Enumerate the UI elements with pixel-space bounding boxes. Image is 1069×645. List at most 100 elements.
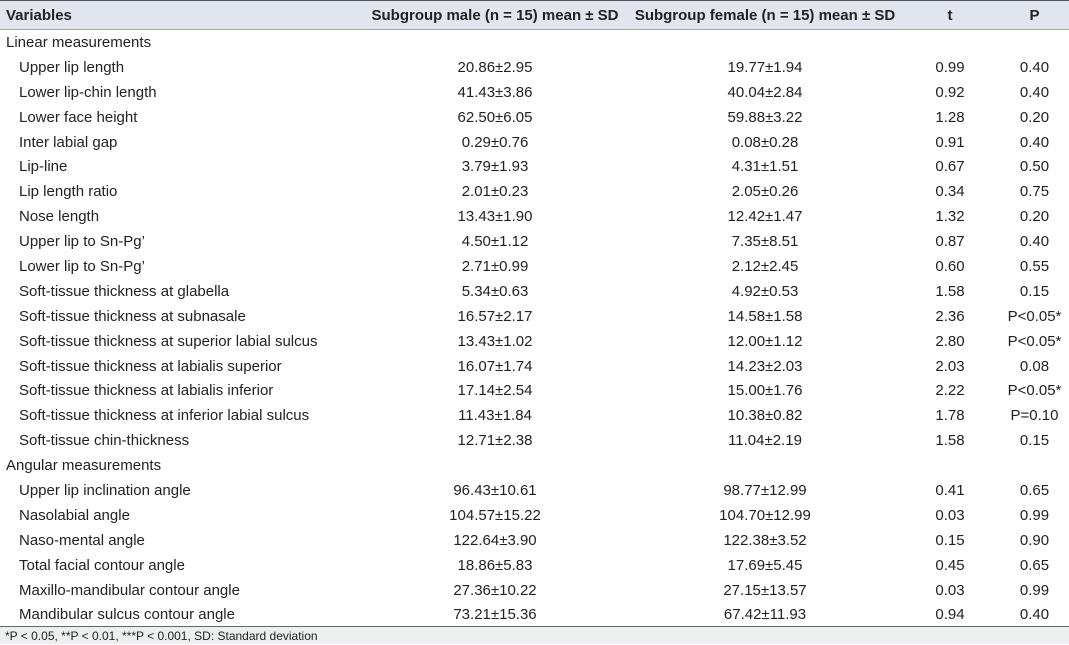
value-cell: 4.92±0.53 [731,282,799,300]
value-cell: 5.34±0.63 [461,282,529,300]
value-cell: 0.65 [1019,556,1050,574]
value-cell: 0.67 [935,158,965,176]
data-row: Lip length ratio 2.01±0.23 2.05±0.26 0.34 0.… [0,179,1069,204]
value-cell: 0.40 [1019,83,1050,101]
value-cell: 20.86±2.95 [457,58,533,76]
value-cell: 12.00±1.12 [727,332,803,350]
value-cell: 12.71±2.38 [457,432,533,450]
value-cell: 0.65 [1019,481,1050,499]
value-cell: 0.60 [935,257,965,275]
value-cell: 0.75 [1019,183,1050,201]
data-row: Naso-mental angle 122.64±3.90 122.38±3.52 0… [0,528,1069,553]
data-row: Nose length 13.43±1.90 12.42±1.47 1.32 0.20 [0,204,1069,229]
data-row: Lower lip to Sn-Pg’ 2.71±0.99 2.12±2.45 0.6… [0,254,1069,279]
value-cell: 122.38±3.52 [723,531,807,549]
value-cell: 0.87 [935,233,965,251]
variable-cell: Nasolabial angle [19,506,130,524]
value-cell: 0.40 [1019,233,1050,251]
value-cell: 14.23±2.03 [727,357,803,375]
value-cell: 0.99 [935,58,965,76]
header-cell: Variables [0,0,360,30]
header-row: Variables Subgroup male (n = 15) mean ± S… [0,0,1069,30]
value-cell: 27.15±13.57 [723,581,807,599]
value-cell: 2.03 [935,357,965,375]
data-row: Upper lip inclination angle 96.43±10.61 98… [0,478,1069,503]
data-row: Soft-tissue chin-thickness 12.71±2.38 11.0… [0,428,1069,453]
value-cell: 0.40 [1019,58,1050,76]
variable-cell: Soft-tissue thickness at inferior labial… [19,407,310,425]
value-cell: P<0.05* [1007,382,1062,400]
data-row: Soft-tissue thickness at labialis superi… [0,354,1069,379]
value-cell: 12.42±1.47 [727,208,803,226]
value-cell: P<0.05* [1007,307,1062,325]
value-cell: 96.43±10.61 [453,481,537,499]
variable-cell: Lower face height [19,108,138,126]
data-row: Nasolabial angle 104.57±15.22 104.70±12.99… [0,503,1069,528]
value-cell: 2.22 [935,382,965,400]
value-cell: 2.71±0.99 [461,257,529,275]
value-cell: 11.04±2.19 [728,432,802,450]
value-cell: 0.45 [935,556,965,574]
value-cell: 0.20 [1019,108,1050,126]
variable-cell: Nose length [19,208,100,226]
data-row: Upper lip to Sn-Pg’ 4.50±1.12 7.35±8.51 0.8… [0,229,1069,254]
value-cell: 122.64±3.90 [453,531,537,549]
value-cell: 17.69±5.45 [727,556,803,574]
value-cell: 0.08 [1019,357,1050,375]
variable-cell: Lip-line [19,158,68,176]
data-row: Soft-tissue thickness at labialis inferi… [0,378,1069,403]
value-cell: 0.40 [1019,133,1050,151]
value-cell: 59.88±3.22 [727,108,803,126]
value-cell: 4.50±1.12 [461,233,529,251]
variable-cell: Total facial contour angle [19,556,185,574]
value-cell: 0.15 [935,531,965,549]
value-cell: 16.07±1.74 [457,357,533,375]
value-cell: 0.08±0.28 [731,133,799,151]
header-cell: P [1000,0,1069,30]
variable-cell: Lower lip to Sn-Pg’ [19,257,145,275]
value-cell: 1.58 [935,282,965,300]
value-cell: 2.01±0.23 [461,183,529,201]
data-row: Upper lip length 20.86±2.95 19.77±1.94 0.99… [0,55,1069,80]
value-cell: 41.43±3.86 [457,83,533,101]
value-cell: 7.35±8.51 [731,233,799,251]
data-row: Maxillo-mandibular contour angle 27.36±10… [0,578,1069,603]
value-cell: 67.42±11.93 [723,606,807,624]
value-cell: 0.99 [1019,506,1050,524]
variable-cell: Soft-tissue thickness at labialis superi… [19,357,282,375]
value-cell: 0.91 [935,133,965,151]
value-cell: 27.36±10.22 [453,581,537,599]
value-cell: 0.03 [935,506,965,524]
value-cell: 1.78 [935,407,965,425]
value-cell: 19.77±1.94 [727,58,803,76]
data-row: Soft-tissue thickness at subnasale 16.57±… [0,304,1069,329]
value-cell: 2.12±2.45 [731,257,799,275]
header-cell: t [900,0,1000,30]
value-cell: 15.00±1.76 [727,382,803,400]
variable-cell: Upper lip to Sn-Pg’ [19,233,145,251]
data-row: Soft-tissue thickness at glabella 5.34±0.… [0,279,1069,304]
value-cell: 1.28 [935,108,965,126]
value-cell: 11.43±1.84 [458,407,532,425]
data-row: Soft-tissue thickness at superior labial… [0,329,1069,354]
variable-cell: Lower lip-chin length [19,83,157,101]
data-row: Inter labial gap 0.29±0.76 0.08±0.28 0.91 0.… [0,130,1069,155]
variable-cell: Soft-tissue thickness at glabella [19,282,230,300]
header-cell: Subgroup male (n = 15) mean ± SD [360,0,630,30]
value-cell: 1.32 [935,208,965,226]
value-cell: 0.40 [1019,606,1050,624]
value-cell: 62.50±6.05 [457,108,533,126]
value-cell: 0.55 [1019,257,1050,275]
value-cell: 104.57±15.22 [449,506,541,524]
value-cell: 0.94 [935,606,965,624]
value-cell: P<0.05* [1007,332,1062,350]
value-cell: 2.05±0.26 [731,183,799,201]
data-row: Soft-tissue thickness at inferior labial… [0,403,1069,428]
value-cell: 104.70±12.99 [719,506,811,524]
value-cell: 98.77±12.99 [723,481,807,499]
data-row: Mandibular sulcus contour angle 73.21±15.… [0,602,1069,627]
value-cell: 0.99 [1019,581,1050,599]
value-cell: 73.21±15.36 [453,606,537,624]
value-cell: 0.15 [1019,282,1050,300]
